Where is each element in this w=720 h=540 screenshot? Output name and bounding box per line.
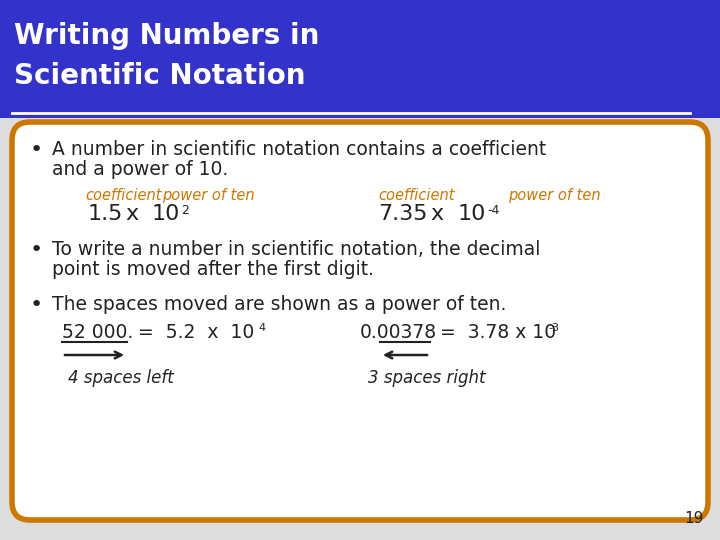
- Text: 2: 2: [181, 204, 189, 217]
- Text: power of ten: power of ten: [508, 188, 600, 203]
- Text: •: •: [30, 240, 43, 260]
- Text: coefficient: coefficient: [85, 188, 161, 203]
- Text: To write a number in scientific notation, the decimal: To write a number in scientific notation…: [52, 240, 541, 259]
- Text: power of ten: power of ten: [162, 188, 255, 203]
- Text: x: x: [430, 204, 443, 224]
- Text: 3 spaces right: 3 spaces right: [368, 369, 485, 387]
- Text: Scientific Notation: Scientific Notation: [14, 62, 305, 90]
- Text: point is moved after the first digit.: point is moved after the first digit.: [52, 260, 374, 279]
- Text: 4: 4: [258, 323, 265, 333]
- Text: The spaces moved are shown as a power of ten.: The spaces moved are shown as a power of…: [52, 295, 506, 314]
- Text: Writing Numbers in: Writing Numbers in: [14, 22, 320, 50]
- Text: 1.5: 1.5: [88, 204, 123, 224]
- Text: •: •: [30, 295, 43, 315]
- Text: =  3.78 x 10: = 3.78 x 10: [440, 323, 556, 342]
- Text: A number in scientific notation contains a coefficient: A number in scientific notation contains…: [52, 140, 546, 159]
- Text: 52 000.: 52 000.: [62, 323, 133, 342]
- Text: -4: -4: [487, 204, 500, 217]
- Text: •: •: [30, 140, 43, 160]
- Text: 0.00378: 0.00378: [360, 323, 437, 342]
- Text: coefficient: coefficient: [378, 188, 454, 203]
- Text: 10: 10: [152, 204, 181, 224]
- Text: x: x: [125, 204, 138, 224]
- Text: -3: -3: [548, 323, 559, 333]
- Text: and a power of 10.: and a power of 10.: [52, 160, 228, 179]
- Text: 7.35: 7.35: [378, 204, 428, 224]
- FancyBboxPatch shape: [12, 122, 708, 520]
- Text: 19: 19: [685, 511, 704, 526]
- FancyBboxPatch shape: [0, 0, 720, 118]
- Text: =  5.2  x  10: = 5.2 x 10: [138, 323, 254, 342]
- Text: 10: 10: [458, 204, 487, 224]
- Text: 4 spaces left: 4 spaces left: [68, 369, 174, 387]
